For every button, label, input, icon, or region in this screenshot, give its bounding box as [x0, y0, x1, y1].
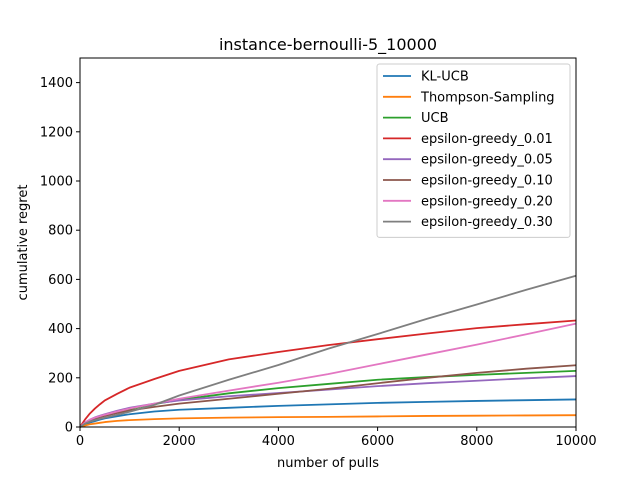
legend: KL-UCB Thompson-Sampling UCB epsilon-greedy… — [376, 63, 571, 238]
x-tick-label-2: 4000 — [262, 434, 295, 449]
chart-title: instance-bernoulli-5_10000 — [219, 35, 437, 55]
x-tick-label-1: 2000 — [163, 434, 196, 449]
legend-label-2: UCB — [421, 111, 449, 126]
axes-frame — [79, 57, 577, 428]
y-tick-label-3: 600 — [48, 273, 73, 288]
x-tick-label-0: 0 — [76, 434, 84, 449]
x-tick-label-3: 6000 — [361, 434, 394, 449]
series-line-0 — [79, 398, 577, 428]
y-axis-label: cumulative regret — [16, 185, 31, 301]
legend-label-6: epsilon-greedy_0.20 — [421, 194, 553, 209]
legend-label-0: KL-UCB — [421, 70, 469, 85]
series-line-5 — [79, 364, 577, 428]
y-tick-label-7: 1400 — [40, 76, 73, 91]
y-tick-label-1: 200 — [48, 371, 73, 386]
y-tick-label-2: 400 — [48, 322, 73, 337]
legend-label-1: Thompson-Sampling — [420, 90, 555, 105]
y-tick-label-4: 800 — [48, 224, 73, 239]
series-line-6 — [79, 322, 577, 428]
x-tick-label-5: 10000 — [555, 434, 596, 449]
x-tick-label-4: 8000 — [460, 434, 493, 449]
y-tick-label-6: 1200 — [40, 125, 73, 140]
legend-label-4: epsilon-greedy_0.05 — [421, 153, 553, 168]
x-axis-label: number of pulls — [277, 456, 379, 471]
legend-label-3: epsilon-greedy_0.01 — [421, 132, 553, 147]
y-tick-label-5: 1000 — [40, 175, 73, 190]
series-layer — [79, 274, 577, 428]
legend-label-7: epsilon-greedy_0.30 — [421, 215, 553, 230]
series-line-1 — [79, 414, 577, 428]
series-line-3 — [79, 319, 577, 428]
legend-box — [376, 63, 571, 238]
series-line-7 — [79, 274, 577, 428]
y-tick-label-0: 0 — [65, 421, 73, 436]
axes-layer: 0 2000 4000 6000 8000 10000 0 200 400 600 800 1000 1… — [40, 57, 597, 449]
legend-label-5: epsilon-greedy_0.10 — [421, 174, 553, 189]
